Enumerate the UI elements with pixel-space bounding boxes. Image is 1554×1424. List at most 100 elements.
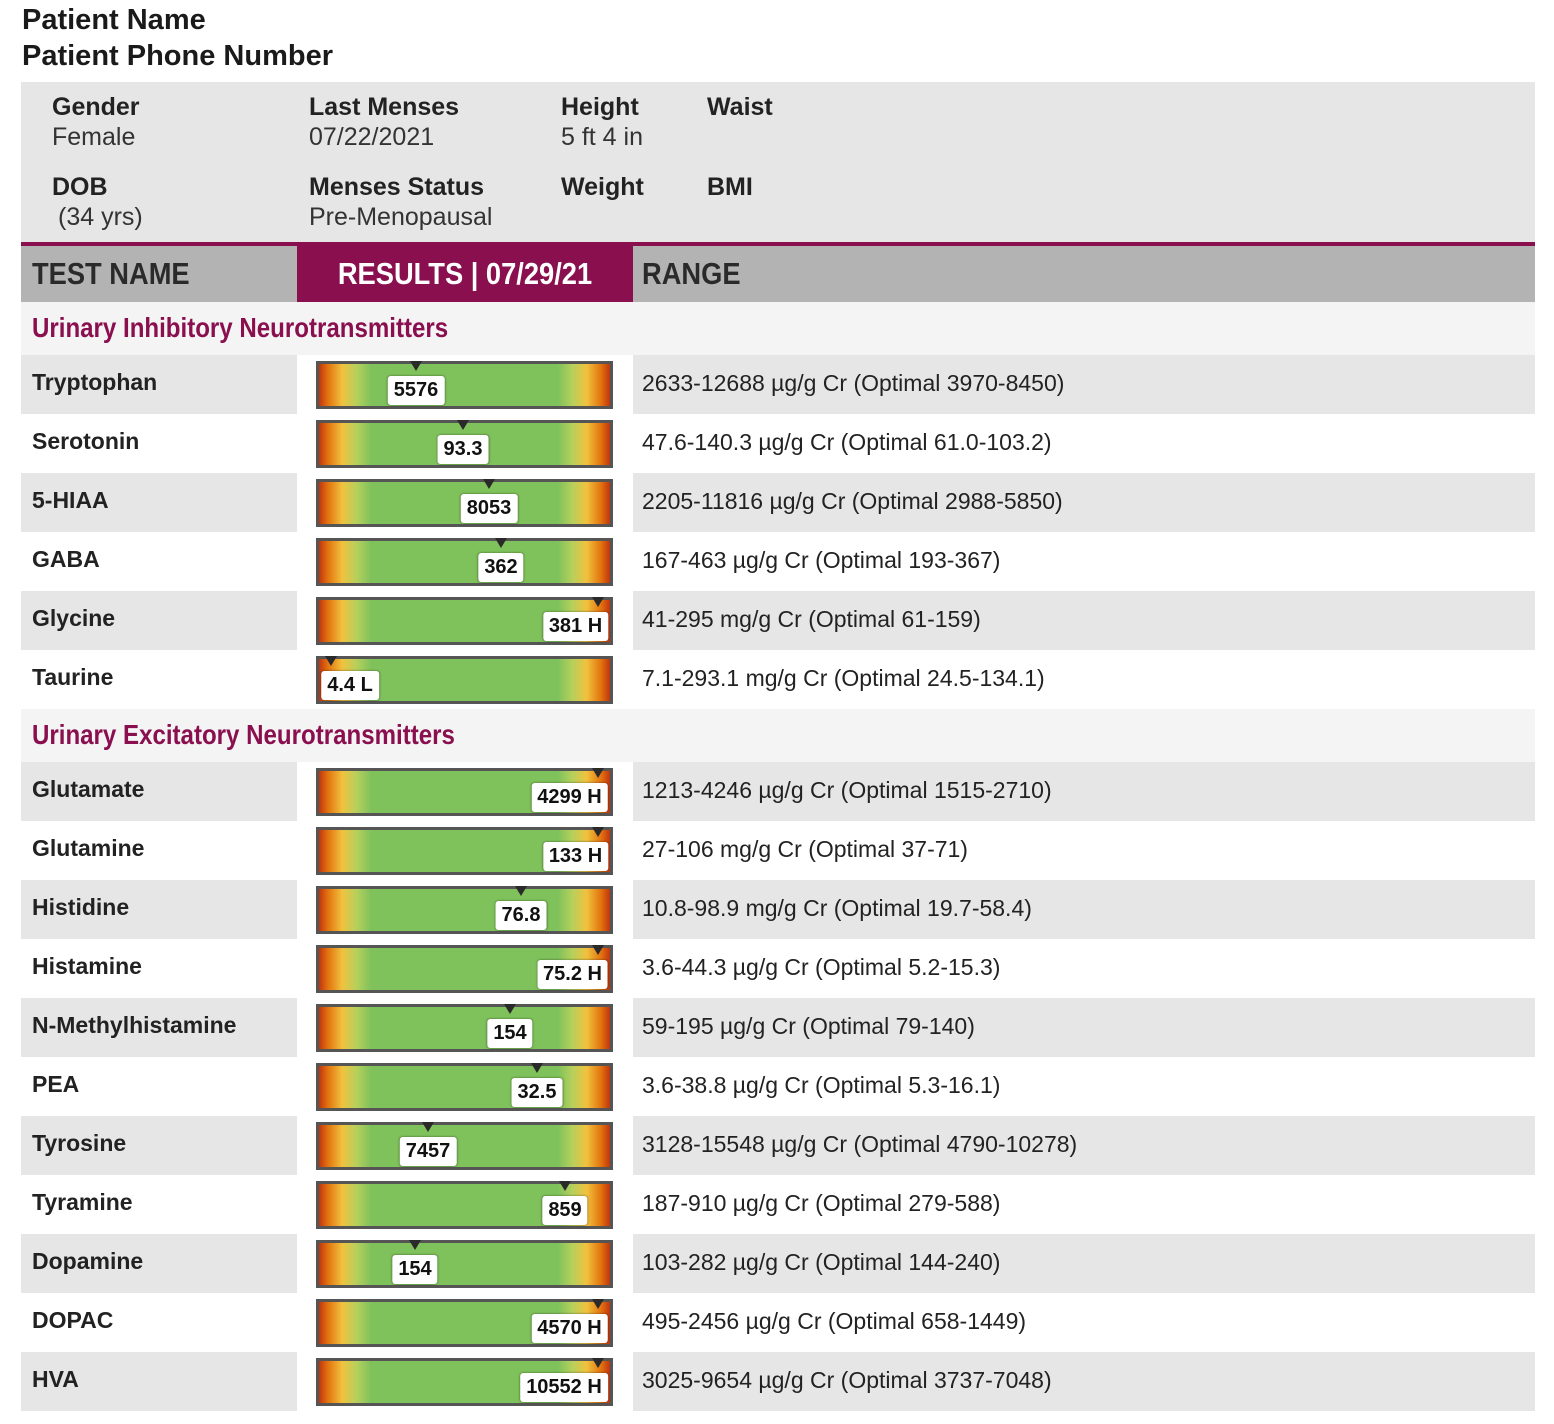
table-row: Histidine 76.8 10.8-98.9 mg/g Cr (Optimal … <box>21 880 1535 939</box>
result-value: 93.3 <box>437 435 489 464</box>
reference-range: 7.1-293.1 mg/g Cr (Optimal 24.5-134.1) <box>642 665 1045 691</box>
test-name: Glycine <box>32 605 116 631</box>
result-value: 133 H <box>542 842 609 871</box>
menses-status-value: Pre-Menopausal <box>309 203 493 231</box>
test-name: Glutamate <box>32 776 145 802</box>
result-value: 75.2 H <box>537 960 608 989</box>
range-header: RANGE <box>642 256 741 291</box>
result-marker-icon <box>592 1299 604 1309</box>
test-name: 5-HIAA <box>32 487 109 513</box>
bmi-field: BMI <box>707 172 753 202</box>
reference-range: 495-2456 µg/g Cr (Optimal 658-1449) <box>642 1308 1027 1334</box>
reference-range: 59-195 µg/g Cr (Optimal 79-140) <box>642 1013 975 1039</box>
range-gauge-bar: 133 H <box>316 827 613 875</box>
result-value: 381 H <box>542 612 609 641</box>
test-name: Taurine <box>32 664 114 690</box>
result-value: 10552 H <box>520 1373 608 1402</box>
result-marker-icon <box>483 479 495 489</box>
result-marker-icon <box>504 1004 516 1014</box>
range-gauge-bar: 4570 H <box>316 1299 613 1347</box>
last-menses-field: Last Menses 07/22/2021 <box>309 92 459 152</box>
result-value: 32.5 <box>511 1078 563 1107</box>
menses-status-field: Menses Status Pre-Menopausal <box>309 172 492 232</box>
range-gauge-bar: 362 <box>316 538 613 586</box>
table-row: HVA 10552 H 3025-9654 µg/g Cr (Optimal 373… <box>21 1352 1535 1411</box>
result-marker-icon <box>592 945 604 955</box>
reference-range: 3128-15548 µg/g Cr (Optimal 4790-10278) <box>642 1131 1078 1157</box>
result-marker-icon <box>515 886 527 896</box>
table-row: N-Methylhistamine 154 59-195 µg/g Cr (Opti… <box>21 998 1535 1057</box>
result-cell: 154 <box>297 998 633 1057</box>
patient-phone: Patient Phone Number <box>22 40 333 72</box>
result-marker-icon <box>592 1358 604 1368</box>
range-gauge-bar: 93.3 <box>316 420 613 468</box>
reference-range: 103-282 µg/g Cr (Optimal 144-240) <box>642 1249 1001 1275</box>
result-marker-icon <box>325 656 337 666</box>
patient-name: Patient Name <box>22 4 206 36</box>
last-menses-label: Last Menses <box>309 93 460 121</box>
gender-label: Gender <box>52 93 140 121</box>
test-name: Tyramine <box>32 1189 133 1215</box>
test-name: GABA <box>32 546 100 572</box>
test-name: Glutamine <box>32 835 145 861</box>
dob-field: DOB (34 yrs) <box>52 172 143 232</box>
test-name: Tyrosine <box>32 1130 127 1156</box>
reference-range: 2633-12688 µg/g Cr (Optimal 3970-8450) <box>642 370 1065 396</box>
test-name: Dopamine <box>32 1248 144 1274</box>
table-row: Glutamine 133 H 27-106 mg/g Cr (Optimal 37… <box>21 821 1535 880</box>
reference-range: 10.8-98.9 mg/g Cr (Optimal 19.7-58.4) <box>642 895 1032 921</box>
reference-range: 3.6-38.8 µg/g Cr (Optimal 5.3-16.1) <box>642 1072 1001 1098</box>
table-row: Serotonin 93.3 47.6-140.3 µg/g Cr (Optimal… <box>21 414 1535 473</box>
result-value: 76.8 <box>495 901 547 930</box>
height-label: Height <box>561 93 639 121</box>
test-name: DOPAC <box>32 1307 114 1333</box>
range-gauge-bar: 5576 <box>316 361 613 409</box>
result-marker-icon <box>592 768 604 778</box>
range-gauge-bar: 75.2 H <box>316 945 613 993</box>
range-gauge-bar: 4.4 L <box>316 656 613 704</box>
result-cell: 32.5 <box>297 1057 633 1116</box>
height-field: Height 5 ft 4 in <box>561 92 643 152</box>
table-row: Tyrosine 7457 3128-15548 µg/g Cr (Optimal … <box>21 1116 1535 1175</box>
result-cell: 7457 <box>297 1116 633 1175</box>
reference-range: 167-463 µg/g Cr (Optimal 193-367) <box>642 547 1001 573</box>
result-cell: 93.3 <box>297 414 633 473</box>
test-name: PEA <box>32 1071 80 1097</box>
last-menses-value: 07/22/2021 <box>309 123 435 151</box>
results-header: RESULTS | 07/29/21 <box>337 256 593 291</box>
reference-range: 2205-11816 µg/g Cr (Optimal 2988-5850) <box>642 488 1063 514</box>
table-row: GABA 362 167-463 µg/g Cr (Optimal 193-367) <box>21 532 1535 591</box>
test-name: Histamine <box>32 953 142 979</box>
test-name-header: TEST NAME <box>32 256 190 291</box>
range-gauge-bar: 10552 H <box>316 1358 613 1406</box>
section-header: Urinary Inhibitory Neurotransmitters <box>21 302 1535 355</box>
reference-range: 27-106 mg/g Cr (Optimal 37-71) <box>642 836 968 862</box>
section-title: Urinary Inhibitory Neurotransmitters <box>32 312 449 343</box>
result-value: 7457 <box>399 1137 457 1166</box>
waist-field: Waist <box>707 92 773 122</box>
result-marker-icon <box>559 1181 571 1191</box>
table-row: DOPAC 4570 H 495-2456 µg/g Cr (Optimal 658… <box>21 1293 1535 1352</box>
bmi-label: BMI <box>707 173 753 201</box>
result-cell: 8053 <box>297 473 633 532</box>
result-marker-icon <box>409 1240 421 1250</box>
test-name: Histidine <box>32 894 130 920</box>
result-cell: 859 <box>297 1175 633 1234</box>
range-gauge-bar: 154 <box>316 1004 613 1052</box>
waist-label: Waist <box>707 93 773 121</box>
test-name: Tryptophan <box>32 369 158 395</box>
result-marker-icon <box>422 1122 434 1132</box>
result-value: 4299 H <box>531 783 608 812</box>
table-row: Tryptophan 5576 2633-12688 µg/g Cr (Optima… <box>21 355 1535 414</box>
result-marker-icon <box>495 538 507 548</box>
table-row: Tyramine 859 187-910 µg/g Cr (Optimal 279-… <box>21 1175 1535 1234</box>
section-title: Urinary Excitatory Neurotransmitters <box>32 719 455 750</box>
range-gauge-bar: 32.5 <box>316 1063 613 1111</box>
range-gauge-bar: 859 <box>316 1181 613 1229</box>
reference-range: 3.6-44.3 µg/g Cr (Optimal 5.2-15.3) <box>642 954 1001 980</box>
reference-range: 41-295 mg/g Cr (Optimal 61-159) <box>642 606 981 632</box>
result-marker-icon <box>457 420 469 430</box>
range-gauge-bar: 7457 <box>316 1122 613 1170</box>
reference-range: 187-910 µg/g Cr (Optimal 279-588) <box>642 1190 1001 1216</box>
test-name: Serotonin <box>32 428 140 454</box>
